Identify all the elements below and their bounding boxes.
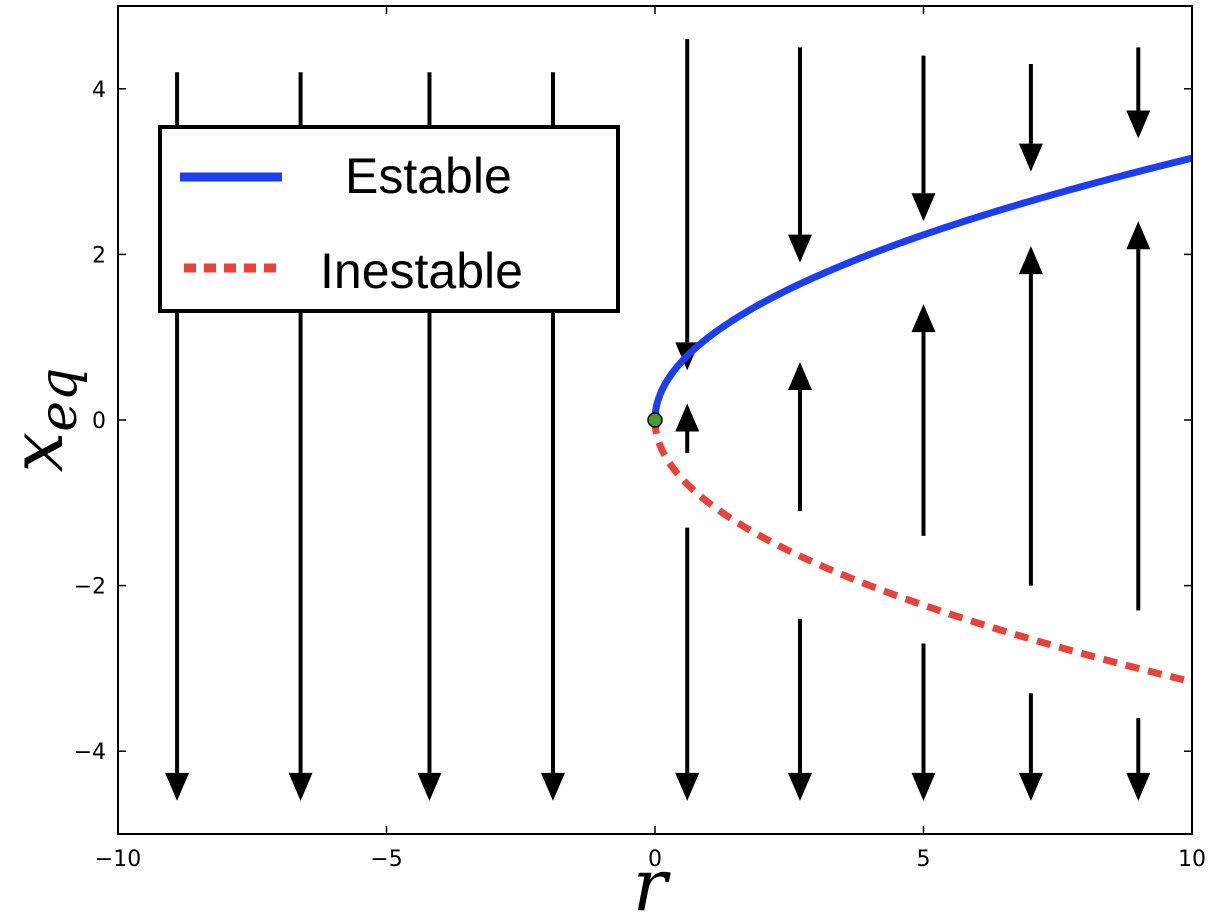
flow-arrow-head	[540, 772, 565, 801]
y-axis-label-main: x	[0, 432, 79, 473]
flow-arrow-head	[787, 772, 812, 801]
y-tick-label: −4	[74, 740, 106, 765]
flow-arrow-head	[787, 362, 812, 391]
flow-arrow-head	[288, 772, 313, 801]
legend-label-estable: Estable	[345, 148, 512, 204]
legend: Estable Inestable	[158, 125, 620, 313]
x-tick-label: 10	[1178, 847, 1206, 872]
flow-arrow-head	[1018, 246, 1043, 275]
y-axis-label: xeq	[0, 368, 89, 473]
x-tick-label: 5	[917, 847, 931, 872]
y-tick-label: 2	[92, 243, 106, 268]
flow-arrow-head	[417, 772, 442, 801]
y-tick-label: −2	[74, 575, 106, 600]
flow-arrow-head	[675, 772, 700, 801]
y-tick-label: 4	[92, 78, 106, 103]
flow-arrow-head	[1126, 221, 1151, 250]
series-line-inestable	[651, 419, 1193, 686]
flow-arrow-head	[675, 403, 700, 432]
flow-arrow-head	[1126, 772, 1151, 801]
axis-ticks: −10 −5 0 5 10 −4 −2 0 2 4	[74, 6, 1206, 872]
flow-arrows	[165, 39, 1151, 801]
flow-arrow-head	[165, 772, 190, 801]
flow-arrow-head	[787, 234, 812, 263]
bifurcation-point	[647, 412, 663, 428]
legend-box	[158, 125, 620, 313]
x-axis-label: r	[633, 843, 671, 924]
series-line-estable	[651, 154, 1193, 421]
legend-label-inestable: Inestable	[320, 243, 523, 299]
x-tick-label: −10	[95, 847, 141, 872]
flow-arrow-head	[911, 304, 936, 333]
flow-arrow-head	[1018, 143, 1043, 172]
x-tick-label: 0	[648, 847, 662, 872]
flow-arrow-head	[1126, 110, 1151, 139]
flow-arrow-head	[1018, 772, 1043, 801]
y-tick-label: 0	[92, 409, 106, 434]
equilibrium-curves	[647, 154, 1193, 686]
flow-arrow-head	[911, 193, 936, 222]
y-axis-label-text: xeq	[0, 368, 89, 473]
flow-arrow-head	[911, 772, 936, 801]
x-tick-label: −5	[370, 847, 402, 872]
y-axis-label-subscript: eq	[29, 368, 89, 432]
